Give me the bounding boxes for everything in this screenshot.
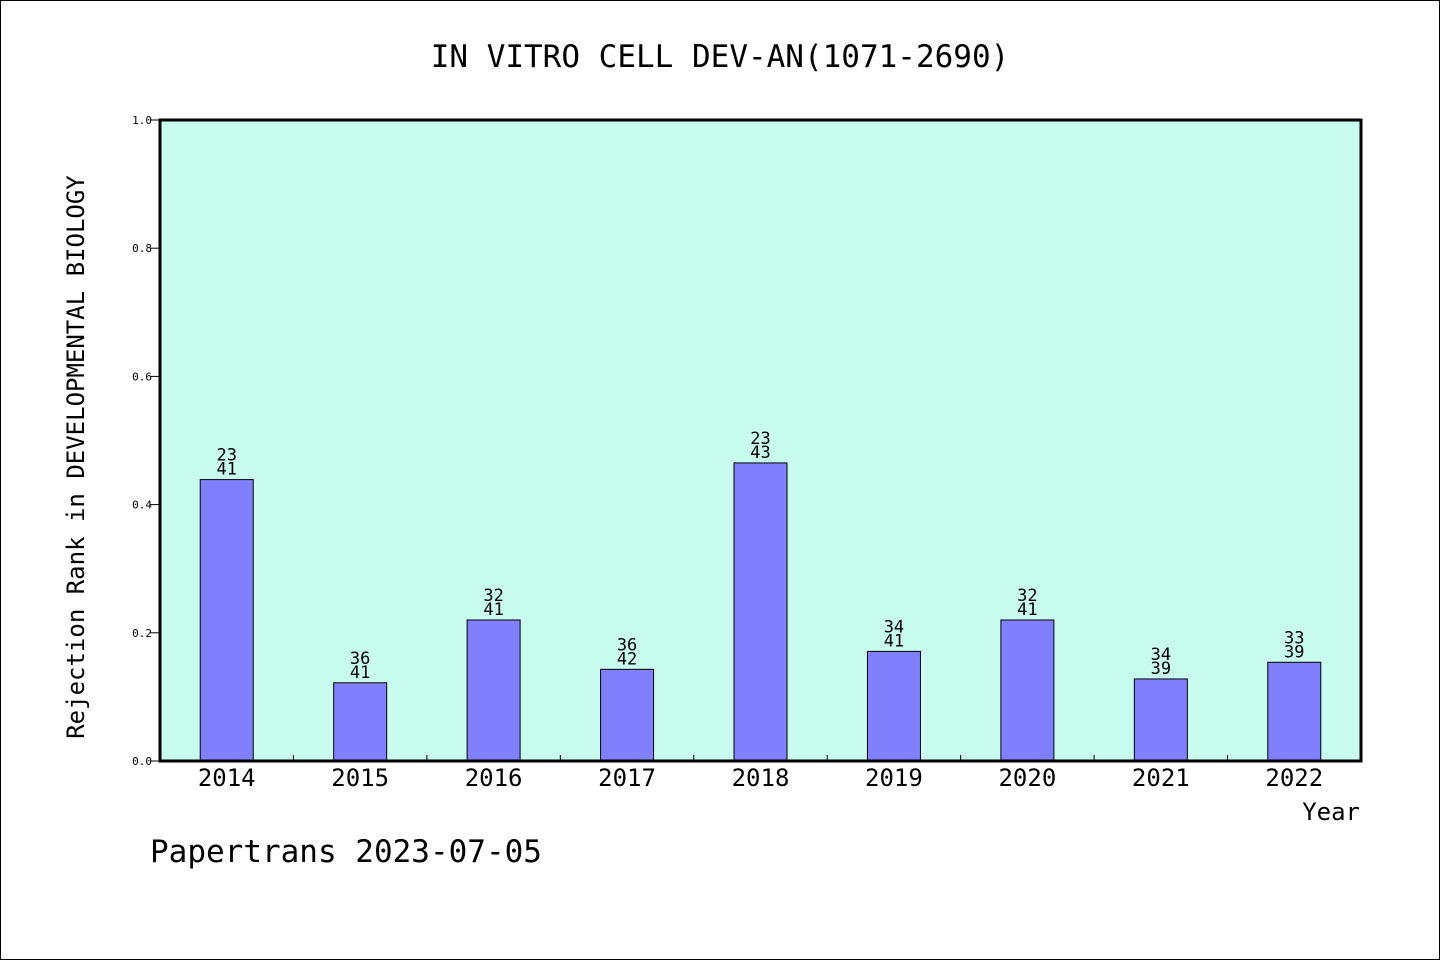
- bar-label-bottom: 43: [750, 443, 770, 463]
- x-tick-label: 2016: [465, 764, 523, 792]
- y-tick-label: 0.4: [132, 499, 152, 512]
- plot-border: [158, 118, 1363, 763]
- bar-label-bottom: 41: [350, 663, 370, 683]
- bar-label-top: 36: [617, 635, 637, 655]
- x-tick-label: 2021: [1132, 764, 1190, 792]
- bar-label-top: 32: [483, 586, 503, 606]
- bar-label-top: 34: [884, 617, 904, 637]
- chart-title: IN VITRO CELL DEV-AN(1071-2690): [431, 39, 1010, 75]
- x-tick-label: 2017: [598, 764, 656, 792]
- bar-label-top: 23: [750, 429, 770, 449]
- bar-label-bottom: 39: [1151, 659, 1171, 679]
- y-axis: 0.0 0.2 0.4 0.6 0.8 1.0: [132, 114, 160, 768]
- bar-2022: [1267, 661, 1322, 762]
- bar-2016: [466, 619, 521, 762]
- x-axis-label: Year: [1302, 798, 1360, 826]
- bar-label-top: 23: [216, 446, 236, 466]
- x-axis: 2014 2015 2016 2017 2018 2019 2020 2021 2022: [198, 755, 1323, 792]
- bar-2021: [1133, 678, 1188, 762]
- watermark-text: Papertrans 2023-07-05: [150, 834, 542, 870]
- bar-label-bottom: 41: [483, 600, 503, 620]
- x-tick-label: 2015: [331, 764, 389, 792]
- y-tick-label: 0.2: [132, 627, 152, 640]
- x-tick-label: 2014: [198, 764, 256, 792]
- y-axis-label: Rejection Rank in DEVELOPMENTAL BIOLOGY: [62, 175, 90, 739]
- bar-label-top: 32: [1017, 586, 1037, 606]
- bar-label-bottom: 41: [884, 631, 904, 651]
- bar-label-top: 33: [1284, 628, 1304, 648]
- x-tick-label: 2020: [998, 764, 1056, 792]
- bar-2018: [733, 462, 788, 762]
- bar-2019: [866, 650, 921, 762]
- y-tick-label: 0.0: [132, 755, 152, 768]
- bar-label-bottom: 41: [1017, 600, 1037, 620]
- bar-label-top: 34: [1151, 645, 1171, 665]
- bar-2020: [1000, 619, 1055, 762]
- x-tick-label: 2019: [865, 764, 923, 792]
- bars-group: [199, 462, 1322, 762]
- bar-label-bottom: 42: [617, 649, 637, 669]
- x-tick-label: 2018: [732, 764, 790, 792]
- bar-2014: [199, 479, 254, 762]
- y-tick-label: 0.6: [132, 370, 152, 383]
- bar-label-top: 36: [350, 649, 370, 669]
- bar-label-bottom: 41: [216, 460, 236, 480]
- y-tick-label: 1.0: [132, 114, 152, 127]
- bar-2017: [600, 668, 655, 762]
- y-tick-label: 0.8: [132, 242, 152, 255]
- bar-label-bottom: 39: [1284, 642, 1304, 662]
- x-tick-label: 2022: [1265, 764, 1323, 792]
- bar-2015: [333, 682, 388, 762]
